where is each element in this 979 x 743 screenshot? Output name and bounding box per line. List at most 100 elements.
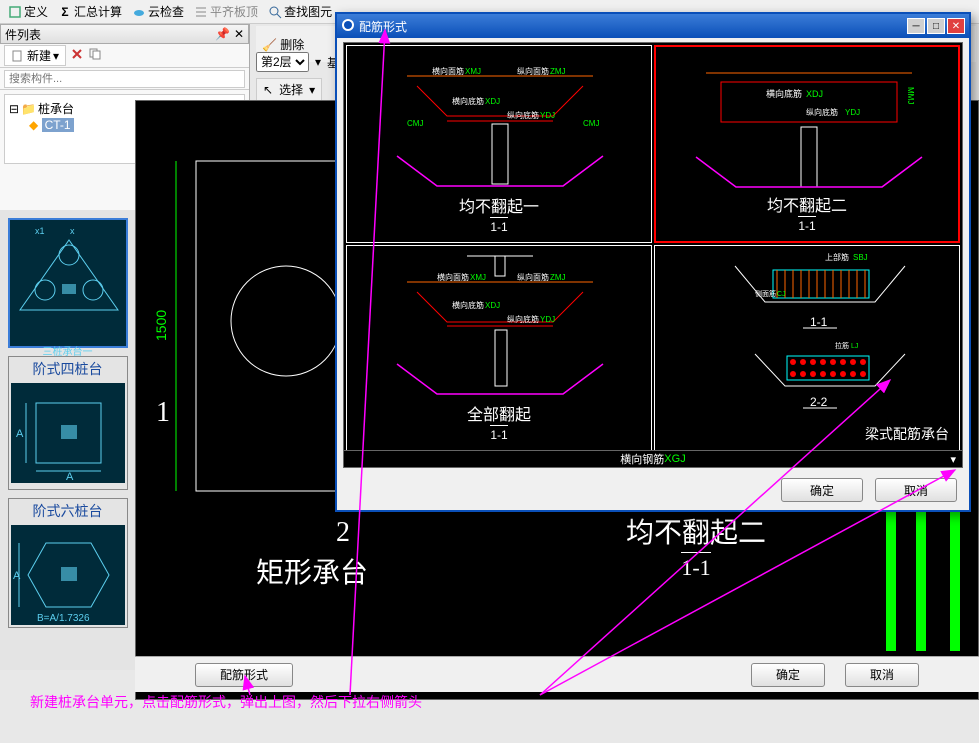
svg-text:SBJ: SBJ (853, 253, 868, 262)
define-icon (8, 5, 22, 19)
panel-header: 件列表 📌 ✕ (0, 24, 249, 44)
close-button[interactable]: ✕ (947, 18, 965, 34)
section-name-label: 均不翻起二 1-1 (626, 511, 766, 583)
scroll-down-icon[interactable]: ▾ (950, 453, 956, 466)
green-bars (886, 501, 960, 651)
new-icon (11, 49, 25, 63)
search-icon (268, 5, 282, 19)
thumb-3[interactable]: 阶式六桩台 A B=A/1.7326 (8, 498, 128, 628)
tb-align[interactable]: 平齐板顶 (190, 2, 262, 22)
green-bar-1 (886, 501, 896, 651)
delete-icon[interactable] (70, 47, 84, 64)
green-bar-2 (916, 501, 926, 651)
cell3-title: 全部翻起 1-1 (347, 401, 651, 444)
eraser-icon: 🧹 (262, 38, 277, 52)
annotation-text: 新建桩承台单元，点击配筋形式，弹出上图，然后下拉右侧箭头 (30, 692, 422, 712)
svg-text:x: x (70, 226, 75, 236)
tree-child-label[interactable]: CT-1 (42, 118, 74, 132)
dialog-grid[interactable]: 横向面筋XMJ 纵向面筋ZMJ 横向底筋XDJ 纵向底筋YDJ CMJ CMJ … (343, 42, 963, 454)
tb-sumcalc[interactable]: Σ 汇总计算 (54, 2, 126, 22)
thumb1-drawing: x1 x (10, 220, 128, 340)
svg-text:XDJ: XDJ (806, 89, 823, 99)
svg-text:YDJ: YDJ (540, 315, 555, 324)
dialog-footer: 确定 取消 (781, 478, 957, 502)
svg-text:侧面筋: 侧面筋 (755, 289, 776, 298)
svg-text:2-2: 2-2 (810, 395, 828, 409)
folder-icon: 📁 (21, 102, 36, 116)
cell1-title: 均不翻起一 1-1 (347, 193, 651, 236)
dialog-bottom-slice: 横向钢筋 XGJ ▾ (343, 450, 963, 468)
svg-text:纵向底筋: 纵向底筋 (806, 107, 838, 117)
search-row (0, 68, 249, 90)
align-icon (194, 5, 208, 19)
svg-text:XMJ: XMJ (470, 273, 486, 282)
thumb2-body: A A (11, 383, 125, 483)
cell-3[interactable]: 横向面筋XMJ 纵向面筋ZMJ 横向底筋XDJ 纵向底筋YDJ 全部翻起 1-1 (346, 245, 652, 451)
svg-text:ZMJ: ZMJ (550, 67, 566, 76)
green-bar-3 (950, 501, 960, 651)
search-input[interactable] (4, 70, 245, 88)
cell-2[interactable]: 横向底筋XDJ 纵向底筋YDJ MMJ 均不翻起二 1-1 (654, 45, 960, 243)
copy-icon[interactable] (88, 47, 102, 64)
svg-text:XMJ: XMJ (465, 67, 481, 76)
bottom-cancel-button[interactable]: 取消 (845, 663, 919, 687)
panel-close-icon[interactable]: ✕ (234, 27, 244, 41)
cell2-title-text: 均不翻起二 (767, 198, 847, 215)
cloud-icon (132, 5, 146, 19)
tb-define[interactable]: 定义 (4, 2, 52, 22)
sigma-icon: Σ (58, 5, 72, 19)
thumb-2[interactable]: 阶式四桩台 A A (8, 356, 128, 490)
svg-text:横向面筋: 横向面筋 (432, 66, 464, 76)
window-buttons: ─ □ ✕ (907, 18, 965, 34)
thumbnail-area: x1 x 三桩承台一 阶式四桩台 A A 阶式六桩台 (0, 210, 135, 670)
svg-text:纵向面筋: 纵向面筋 (517, 66, 549, 76)
rebar-form-button[interactable]: 配筋形式 (195, 663, 293, 687)
svg-text:横向底筋: 横向底筋 (766, 88, 802, 99)
thumb-1[interactable]: x1 x 三桩承台一 (8, 218, 128, 348)
rebar-dialog: 配筋形式 ─ □ ✕ 横向面筋XMJ 纵向面筋ZMJ 横向底筋XDJ 纵向底筋Y… (335, 12, 971, 512)
shape-name-label: 矩形承台 (256, 551, 368, 591)
new-button[interactable]: 新建 ▾ (4, 45, 66, 66)
thumb3-body: A B=A/1.7326 (11, 525, 125, 625)
dialog-titlebar[interactable]: 配筋形式 ─ □ ✕ (337, 14, 969, 38)
cell4-title: 梁式配筋承台 (865, 424, 949, 444)
cell1-sub: 1-1 (490, 217, 507, 234)
dialog-cancel-button[interactable]: 取消 (875, 478, 957, 502)
cell2-title: 均不翻起二 1-1 (656, 192, 958, 235)
cell-4[interactable]: 上部筋SBJ 侧面筋CJ 1-1 拉筋LJ (654, 245, 960, 451)
svg-text:2: 2 (336, 517, 350, 548)
svg-text:横向面筋: 横向面筋 (437, 272, 469, 282)
svg-text:A: A (16, 428, 24, 440)
new-button-label: 新建 (27, 47, 51, 64)
tb-findimg[interactable]: 查找图元 (264, 2, 336, 22)
svg-text:1500: 1500 (153, 310, 169, 341)
delete-btn[interactable]: 🧹 删除 (262, 36, 304, 53)
tb-cloudcheck-label: 云检查 (148, 3, 184, 20)
svg-text:ZMJ: ZMJ (550, 273, 566, 282)
minimize-button[interactable]: ─ (907, 18, 925, 34)
bottom-ok-button[interactable]: 确定 (751, 663, 825, 687)
bottom-bar: 配筋形式 确定 取消 (135, 656, 979, 692)
floor-select[interactable]: 第2层 (256, 52, 309, 72)
svg-text:YDJ: YDJ (540, 111, 555, 120)
svg-text:LJ: LJ (851, 343, 858, 350)
pin-icon[interactable]: 📌 (215, 27, 230, 41)
section-name-text: 均不翻起二 (626, 518, 766, 549)
cell-1[interactable]: 横向面筋XMJ 纵向面筋ZMJ 横向底筋XDJ 纵向底筋YDJ CMJ CMJ … (346, 45, 652, 243)
thumb3-title: 阶式六桩台 (9, 499, 127, 523)
svg-text:x1: x1 (35, 226, 45, 236)
dialog-title-text: 配筋形式 (359, 18, 407, 35)
cell3-drawing: 横向面筋XMJ 纵向面筋ZMJ 横向底筋XDJ 纵向底筋YDJ (347, 246, 653, 414)
new-toolbar: 新建 ▾ (0, 44, 249, 68)
collapse-icon[interactable]: ⊟ (9, 102, 19, 116)
svg-text:CMJ: CMJ (407, 119, 423, 128)
tb-cloudcheck[interactable]: 云检查 (128, 2, 188, 22)
svg-text:纵向底筋: 纵向底筋 (507, 314, 539, 324)
maximize-button[interactable]: □ (927, 18, 945, 34)
cad-toolbar-2: 第2层 ▾ 基 (256, 52, 339, 72)
svg-text:1: 1 (156, 397, 170, 428)
panel-title: 件列表 (5, 26, 41, 43)
cell3-sub: 1-1 (490, 425, 507, 442)
dialog-ok-button[interactable]: 确定 (781, 478, 863, 502)
select-label[interactable]: 选择 (279, 81, 303, 98)
